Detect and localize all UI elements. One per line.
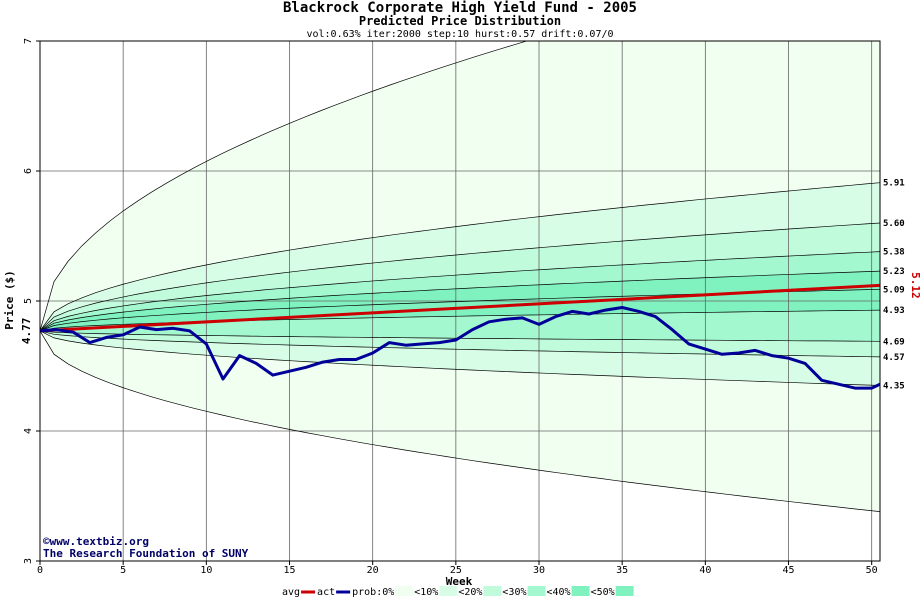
x-axis-ticks: 0 5 10 15 20 25 30 35 40 45 50 xyxy=(37,561,878,576)
legend-swatch-band10 xyxy=(439,586,458,596)
x-tick-label: 5 xyxy=(120,565,126,576)
start-value-label: 4.77 xyxy=(20,318,33,345)
x-tick-label: 20 xyxy=(367,565,379,576)
chart-title: Blackrock Corporate High Yield Fund - 20… xyxy=(283,0,637,16)
legend-label: act xyxy=(317,587,335,598)
legend-label: <50% xyxy=(591,587,615,598)
y-tick-label: 7 xyxy=(23,38,34,44)
band-end-label: 4.35 xyxy=(883,382,905,392)
end-value-label: 5.12 xyxy=(909,272,920,299)
legend-label: <30% xyxy=(502,587,526,598)
percentile-bands xyxy=(40,41,880,512)
band-end-label: 5.91 xyxy=(883,179,905,189)
legend-label: <20% xyxy=(458,587,482,598)
band-outline xyxy=(40,251,880,332)
chart-params: vol:0.63% iter:2000 step:10 hurst:0.57 d… xyxy=(306,29,613,40)
x-tick-label: 25 xyxy=(450,565,462,576)
legend-swatch-band40 xyxy=(571,586,590,596)
band-outline xyxy=(40,330,880,358)
band-outline xyxy=(40,330,880,512)
band-outline xyxy=(40,270,880,332)
legend-label: avg xyxy=(282,587,300,598)
y-axis-label: Price ($) xyxy=(3,270,16,330)
band-end-label: 4.69 xyxy=(883,337,905,347)
x-tick-label: 45 xyxy=(782,565,794,576)
band-end-labels: 5.91 4.35 5.60 4.57 5.38 4.69 5.23 4.93 5.09 xyxy=(883,179,905,392)
band-outlines xyxy=(40,41,880,512)
legend-swatch-band30 xyxy=(527,586,546,596)
legend-label: <40% xyxy=(547,587,571,598)
band-end-label: 4.57 xyxy=(883,353,905,363)
y-axis-ticks: 3 4 5 6 7 xyxy=(23,38,40,564)
x-tick-label: 35 xyxy=(616,565,628,576)
credit-org: The Research Foundation of SUNY xyxy=(43,547,249,560)
band-end-label: 5.09 xyxy=(883,285,905,295)
band-outline xyxy=(40,182,880,332)
x-tick-label: 15 xyxy=(283,565,295,576)
legend-label: <10% xyxy=(414,587,438,598)
y-tick-label: 4 xyxy=(23,428,34,434)
x-tick-label: 0 xyxy=(37,565,43,576)
band-outline xyxy=(40,41,528,331)
band-end-label: 5.60 xyxy=(883,219,905,229)
x-axis-label: Week xyxy=(446,575,473,588)
series-avg xyxy=(40,283,880,333)
x-tick-label: 10 xyxy=(200,565,212,576)
series-lines xyxy=(40,283,880,390)
legend-swatch-band0 xyxy=(395,586,414,596)
legend-swatch-band50 xyxy=(615,586,634,596)
band-outline xyxy=(40,222,880,332)
band-end-label: 5.23 xyxy=(883,267,905,277)
x-tick-label: 40 xyxy=(699,565,711,576)
band-outline xyxy=(40,330,880,386)
legend-swatch-band20 xyxy=(483,586,502,596)
series-act xyxy=(40,306,880,390)
y-tick-label: 5 xyxy=(23,298,34,304)
credit-url: ©www.textbiz.org xyxy=(43,535,149,548)
legend: avg act prob:0% <10% <20% <30% <40% <50% xyxy=(282,586,634,598)
chart-subtitle: Predicted Price Distribution xyxy=(359,14,561,28)
x-tick-label: 30 xyxy=(533,565,545,576)
band-end-label: 5.38 xyxy=(883,248,905,258)
y-tick-label: 6 xyxy=(23,168,34,174)
band-end-label: 4.93 xyxy=(883,306,905,316)
x-tick-label: 50 xyxy=(866,565,878,576)
y-tick-label: 3 xyxy=(23,558,34,564)
legend-label: prob:0% xyxy=(352,587,394,598)
